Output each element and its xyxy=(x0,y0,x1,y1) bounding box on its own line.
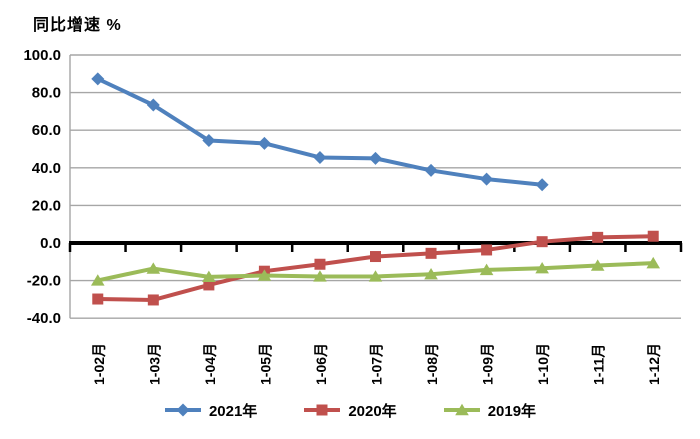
data-point-marker-2019年 xyxy=(479,263,494,276)
y-axis-tick-label: -20.0 xyxy=(27,273,61,290)
data-point-marker-2019年 xyxy=(590,259,605,271)
data-point-marker-2021年 xyxy=(313,150,327,164)
legend-label: 2019年 xyxy=(487,402,537,420)
x-axis-tick-label: 1-03月 xyxy=(146,343,162,385)
chart-legend: 2021年 2020年 2019年 xyxy=(0,397,700,423)
data-point-marker-2020年 xyxy=(314,258,326,270)
data-point-marker-2019年 xyxy=(90,274,105,286)
data-point-marker-2021年 xyxy=(257,136,271,150)
y-axis-tick-label: 80.0 xyxy=(32,85,61,102)
data-point-marker-2019年 xyxy=(368,270,383,282)
x-axis-tick-label: 1-11月 xyxy=(591,344,607,385)
legend-marker-icon-diamond xyxy=(164,403,201,417)
legend-item-2019年: 2019年 xyxy=(443,400,536,421)
legend-item-2021年: 2021年 xyxy=(164,400,257,421)
y-axis-tick-label: -40.0 xyxy=(27,310,61,327)
y-axis-tick-label: 60.0 xyxy=(32,122,61,139)
data-point-marker-2021年 xyxy=(424,163,438,177)
data-point-marker-2020年 xyxy=(647,230,659,242)
x-axis-tick-label: 1-02月 xyxy=(91,343,107,385)
data-point-marker-2020年 xyxy=(147,294,159,306)
data-point-marker-2021年 xyxy=(202,134,216,148)
data-point-marker-2019年 xyxy=(146,262,161,274)
data-point-marker-2020年 xyxy=(203,279,215,291)
x-axis-tick-label: 1-09月 xyxy=(480,343,496,385)
x-axis-tick-label: 1-08月 xyxy=(424,343,440,385)
x-axis-tick-label: 1-10月 xyxy=(535,343,551,385)
data-point-marker-2020年 xyxy=(425,247,437,259)
legend-marker-icon-square xyxy=(304,404,341,416)
legend-marker-icon-triangle xyxy=(443,403,480,416)
series-line-2021年 xyxy=(95,76,545,187)
data-point-marker-2020年 xyxy=(370,251,381,263)
x-axis-tick-label: 1-12月 xyxy=(646,343,662,385)
y-axis-tick-label: 20.0 xyxy=(32,197,61,214)
data-point-marker-2021年 xyxy=(535,178,549,192)
data-point-marker-2019年 xyxy=(646,256,661,269)
data-point-marker-2019年 xyxy=(424,268,438,280)
y-axis-tick-label: 100.0 xyxy=(23,47,61,64)
y-axis-tick-label: 40.0 xyxy=(32,160,61,177)
legend-item-2020年: 2020年 xyxy=(303,400,397,421)
x-axis-tick-label: 1-05月 xyxy=(257,343,273,385)
data-point-marker-2019年 xyxy=(535,261,549,274)
data-point-marker-2019年 xyxy=(313,270,327,282)
x-axis-tick-label: 1-04月 xyxy=(202,343,218,385)
data-point-marker-2019年 xyxy=(202,270,216,283)
data-point-marker-2021年 xyxy=(369,151,382,165)
x-axis-tick-label: 1-07月 xyxy=(369,343,385,385)
legend-label: 2020年 xyxy=(348,402,397,420)
legend-label: 2021年 xyxy=(208,402,258,420)
data-point-marker-2021年 xyxy=(91,72,105,86)
x-axis-tick-label: 1-06月 xyxy=(313,343,329,385)
data-point-marker-2020年 xyxy=(536,236,548,248)
data-point-marker-2020年 xyxy=(92,293,104,305)
data-point-marker-2021年 xyxy=(146,98,160,112)
data-point-marker-2019年 xyxy=(257,269,272,281)
y-axis-tick-label: 0.0 xyxy=(40,235,61,252)
data-point-marker-2021年 xyxy=(480,172,494,186)
y-axis-title: 同比增速 % xyxy=(33,17,122,34)
data-point-marker-2020年 xyxy=(592,231,604,243)
data-point-marker-2020年 xyxy=(481,244,493,256)
